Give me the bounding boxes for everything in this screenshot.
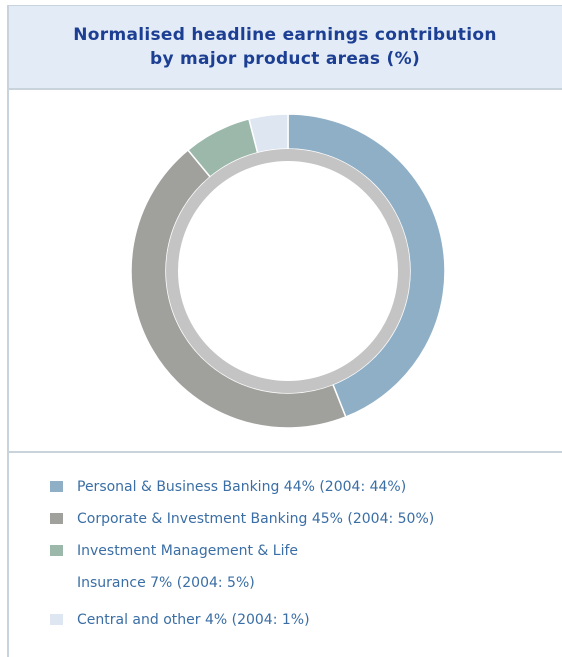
legend-item: Investment Management & Life Insurance 7… [50, 540, 550, 599]
donut-hole [178, 161, 398, 381]
legend-swatch [50, 481, 63, 492]
legend-item: Central and other 4% (2004: 1%) [50, 609, 550, 631]
legend-swatch [50, 513, 63, 524]
legend-swatch [50, 614, 63, 625]
legend: Personal & Business Banking 44% (2004: 4… [50, 476, 550, 641]
legend-swatch [50, 545, 63, 556]
legend-item: Corporate & Investment Banking 45% (2004… [50, 508, 550, 530]
legend-item: Personal & Business Banking 44% (2004: 4… [50, 476, 550, 498]
divider [7, 5, 9, 657]
legend-label: Corporate & Investment Banking 45% (2004… [77, 511, 435, 527]
chart [130, 113, 446, 429]
legend-label: Personal & Business Banking 44% (2004: 4… [77, 479, 407, 495]
legend-label: Central and other 4% (2004: 1%) [77, 612, 310, 628]
header: Normalised headline earnings contributio… [8, 5, 562, 90]
chart-title: Normalised headline earnings contributio… [73, 25, 497, 69]
legend-label: Investment Management & Life Insurance 7… [77, 543, 299, 591]
divider [8, 451, 562, 453]
